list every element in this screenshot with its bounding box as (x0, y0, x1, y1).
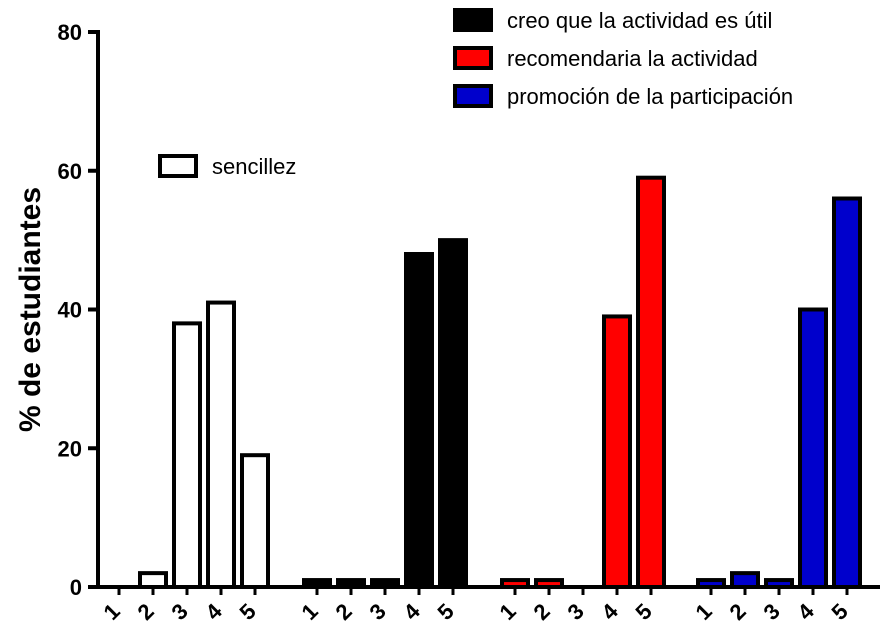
y-tick-label: 60 (58, 159, 82, 184)
x-tick-label: 4 (793, 598, 820, 625)
x-tick-label: 4 (399, 598, 426, 625)
y-axis-title: % de estudiantes (14, 187, 47, 432)
bar (636, 175, 666, 589)
bar (602, 314, 632, 589)
y-tick-label: 0 (70, 575, 82, 600)
bar (798, 307, 828, 589)
bar (336, 578, 366, 589)
x-tick-label: 4 (201, 598, 228, 625)
bar (764, 578, 794, 589)
x-tick-label: 5 (631, 599, 657, 625)
legend-label: creo que la actividad es útil (507, 8, 772, 33)
x-tick-label: 3 (563, 599, 589, 625)
y-tick-label: 20 (58, 436, 82, 461)
x-tick-label: 1 (99, 599, 125, 625)
x-tick-label: 2 (725, 599, 751, 625)
legend-swatch (453, 8, 493, 32)
bar (302, 578, 332, 589)
legend-swatch (158, 154, 198, 178)
bar (404, 252, 434, 589)
legend-label: sencillez (212, 154, 296, 179)
bar (500, 578, 530, 589)
y-tick-label: 40 (58, 298, 82, 323)
legend-label: recomendaria la actividad (507, 46, 758, 71)
bar (206, 300, 236, 589)
x-tick-label: 2 (331, 599, 357, 625)
x-tick-label: 2 (529, 599, 555, 625)
bar (832, 196, 862, 589)
x-tick-label: 5 (235, 599, 261, 625)
bar (438, 238, 468, 589)
bar (240, 453, 270, 589)
x-tick-label: 3 (167, 599, 193, 625)
x-tick-label: 4 (597, 598, 624, 625)
x-tick-label: 5 (433, 599, 459, 625)
x-tick-label: 1 (691, 599, 717, 625)
legend-label: promoción de la participación (507, 84, 793, 109)
y-tick-label: 80 (58, 20, 82, 45)
bar (172, 321, 202, 589)
legend-swatch (453, 84, 493, 108)
x-tick-label: 2 (133, 599, 159, 625)
x-tick-label: 1 (495, 599, 521, 625)
y-axis-ticks: 0 20 40 60 80 (58, 20, 98, 600)
bar (534, 578, 564, 589)
legend-swatch (453, 46, 493, 70)
x-tick-label: 1 (297, 599, 323, 625)
legend: sencillez creo que la actividad es útil re… (158, 8, 793, 179)
x-tick-label: 3 (365, 599, 391, 625)
x-tick-label: 3 (759, 599, 785, 625)
x-tick-label: 5 (827, 599, 853, 625)
bar (370, 578, 400, 589)
bar (696, 578, 726, 589)
bar (730, 571, 760, 589)
bars (138, 175, 862, 589)
bar (138, 571, 168, 589)
